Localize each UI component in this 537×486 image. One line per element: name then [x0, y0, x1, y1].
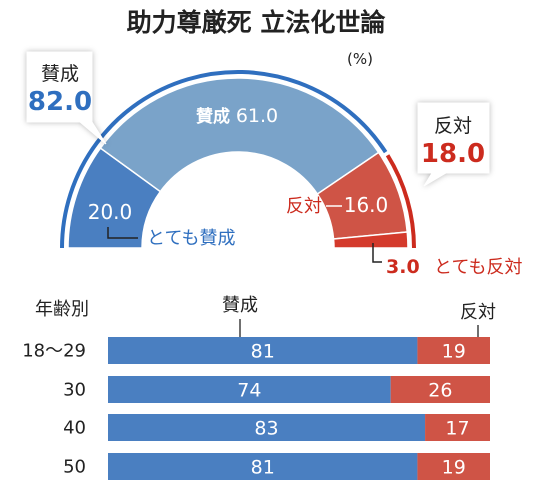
chart-title: 助力尊厳死 立法化世論 — [127, 8, 387, 37]
slice-label-strong-agree-value: 20.0 — [88, 200, 133, 224]
bar-oppose-value: 19 — [442, 341, 466, 363]
age-category-label: 50 — [63, 457, 86, 478]
callout-strong-oppose-label: とても反対 — [434, 257, 523, 278]
gauge-slice-4 — [332, 231, 409, 249]
callout-strong-agree-label: とても賛成 — [147, 228, 236, 249]
age-category-label: 18〜29 — [22, 341, 86, 362]
agree-callout: 賛成 82.0 — [26, 51, 107, 145]
semicircle-gauge: 賛成 61.0 20.0 反対 16.0 とても賛成 3.0 とても反対 — [60, 70, 523, 278]
oppose-callout: 反対 18.0 — [417, 102, 490, 187]
oppose-callout-value: 18.0 — [421, 139, 485, 169]
strong-oppose-leader — [372, 243, 382, 263]
bar-oppose-value: 17 — [445, 418, 469, 440]
bar-oppose — [425, 414, 490, 441]
bar-oppose-value: 26 — [428, 380, 452, 402]
unit-label: (%) — [347, 50, 373, 68]
bar-oppose — [390, 376, 490, 403]
oppose-callout-bubble — [417, 102, 490, 187]
age-group-label: 年齢別 — [35, 299, 89, 320]
bar-agree — [108, 376, 391, 403]
slice-label-agree-name: 賛成 — [196, 106, 230, 127]
age-bar-chart: 年齢別 賛成 反対 18〜29 81 19 30 74 26 40 83 17 50 81 19 — [22, 295, 496, 480]
bar-oppose — [417, 337, 490, 364]
bar-agree-value: 81 — [251, 457, 275, 479]
age-category-label: 40 — [63, 418, 86, 439]
age-category-label: 30 — [63, 380, 86, 401]
agree-callout-bubble — [26, 51, 107, 145]
bar-agree-value: 81 — [251, 341, 275, 363]
slice-label-agree-value: 61.0 — [236, 105, 278, 127]
header-agree: 賛成 — [222, 295, 258, 316]
agree-total-rim — [60, 70, 388, 249]
bar-agree — [108, 453, 418, 480]
gauge-slice-2 — [99, 77, 380, 196]
bar-oppose-value: 19 — [442, 457, 466, 479]
strong-agree-leader — [107, 227, 138, 239]
agree-callout-label: 賛成 — [41, 63, 79, 85]
header-oppose: 反対 — [460, 302, 496, 323]
bar-oppose — [417, 453, 490, 480]
bar-agree — [108, 414, 426, 441]
oppose-callout-label: 反対 — [434, 115, 472, 137]
slice-label-oppose-value: 16.0 — [344, 193, 389, 217]
callout-strong-oppose-value: 3.0 — [386, 256, 420, 278]
slice-label-oppose-name: 反対 — [286, 196, 322, 217]
bar-agree-value: 74 — [237, 380, 261, 402]
oppose-total-rim — [385, 154, 416, 249]
agree-callout-value: 82.0 — [28, 87, 92, 117]
bar-agree — [108, 337, 418, 364]
bar-agree-value: 83 — [254, 418, 278, 440]
